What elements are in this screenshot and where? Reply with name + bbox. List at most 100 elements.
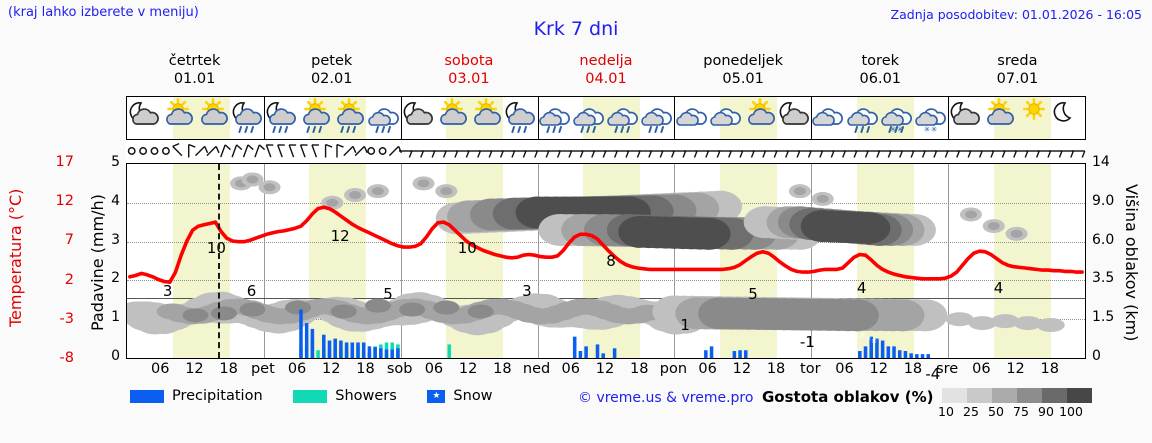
wind-barb [242, 144, 254, 158]
wind-barb [741, 150, 755, 158]
cloud-density-legend-title: Gostota oblakov (%) [762, 388, 934, 406]
day-name: sreda [997, 53, 1038, 69]
day-header: torek 06.01 [812, 52, 949, 88]
wind-barb [410, 150, 424, 158]
precipitation-tick: 2 [111, 270, 120, 287]
wind-barb [277, 144, 285, 158]
wind-barb [188, 143, 196, 158]
day-gridline [948, 164, 950, 358]
cloud-blob [182, 308, 209, 323]
hour-label: 12 [322, 361, 341, 377]
weather-icon-cell [333, 97, 367, 139]
day-name: sobota [444, 53, 494, 69]
cloud-blob [364, 298, 391, 313]
precipitation-bar [920, 354, 925, 358]
cloud-rain-icon [607, 108, 639, 133]
precipitation-tick: 5 [111, 154, 120, 170]
cloud-blob [1010, 229, 1023, 238]
wind-barb [615, 150, 630, 158]
cloud-blob [399, 302, 426, 317]
precipitation-bar [379, 348, 383, 358]
wind-barb [512, 150, 527, 158]
cloud-rain-icon [641, 108, 673, 133]
cloud-blob [816, 194, 829, 203]
hour-label: 06 [698, 361, 717, 377]
wind-barb [820, 150, 835, 158]
wind-barb [866, 150, 881, 158]
wind-barb [729, 150, 744, 158]
cloud-height-tick: 9.0 [1092, 192, 1115, 209]
precipitation-bar [396, 348, 400, 358]
precipitation-bar [886, 346, 891, 358]
wind-barb [524, 150, 539, 158]
day-header: petek 02.01 [263, 52, 400, 88]
weather-icon-cell [1018, 97, 1052, 139]
wind-barb [581, 150, 596, 158]
cloud-blob [846, 212, 891, 245]
precipitation-tick: 3 [111, 231, 120, 248]
hour-label: 06 [424, 361, 444, 377]
cloud-blob [834, 299, 879, 332]
cloud-height-tick: 0 [1092, 348, 1101, 364]
cloud-rain-icon [538, 108, 570, 133]
wind-barb [478, 150, 493, 158]
hour-label: 18 [1040, 361, 1060, 377]
snow-marker: ✳ [854, 334, 860, 342]
weather-icon-cell [231, 97, 265, 139]
wind-barb [378, 147, 387, 155]
wind-barb [684, 150, 698, 158]
hour-label: sre [936, 361, 959, 377]
day-name: torek [861, 53, 900, 69]
day-separator [400, 97, 402, 139]
temperature-line [128, 205, 1084, 284]
day-date: 01.01 [173, 71, 216, 87]
weather-icon-cell [299, 97, 333, 139]
snow-marker: ✳ [871, 337, 877, 345]
hour-label: 12 [595, 361, 615, 377]
left-axis-ticks: 17 12 7 2 -3 -8 5 4 3 2 1 0 [0, 0, 126, 443]
snow-marker: ✳ [860, 332, 866, 340]
cloud-blob [440, 187, 453, 196]
wind-barb [127, 147, 136, 155]
moon-cloud-icon [129, 102, 160, 125]
weather-icon-cell [709, 97, 744, 139]
current-time-marker [218, 164, 221, 358]
snowflake-icon: ★ [432, 391, 441, 401]
chart-legend: Precipitation Showers ★ Snow [130, 388, 519, 412]
wind-barb [288, 144, 297, 158]
precipitation-bar [339, 340, 343, 358]
wind-barb [172, 142, 183, 157]
weather-icon-cell [128, 97, 162, 139]
wind-barb [786, 150, 801, 158]
cloud-blob [349, 191, 362, 200]
sun-cloud-icon [474, 98, 502, 125]
day-name: četrtek [168, 53, 221, 69]
hour-label: 18 [766, 361, 786, 377]
cloud-density-tick: 50 [988, 404, 1004, 419]
cloud-rain-icon [573, 108, 604, 133]
wind-barb [889, 150, 903, 158]
wind-barb [912, 150, 926, 158]
cloud-height-tick: 3.5 [1092, 270, 1115, 287]
day-headers: četrtek 01.01 petek 02.01 sobota 03.01 nedelja… [126, 52, 1086, 90]
credit-link[interactable]: © vreme.us & vreme.pro [578, 390, 754, 406]
svg-text:✳: ✳ [924, 125, 931, 134]
showers-bar [447, 344, 452, 358]
cloud-blob [968, 316, 997, 331]
day-separator [263, 97, 265, 139]
day-gridline [811, 164, 813, 358]
wind-barb [231, 144, 243, 158]
wind-barb [877, 150, 892, 158]
wind-barb [398, 150, 413, 158]
wind-barb [1037, 150, 1052, 158]
cloud-height-axis-title: Višina oblakov (km) [1122, 183, 1141, 342]
day-separator [674, 97, 676, 139]
snow-marker: ✳ [865, 335, 871, 343]
weather-icon-cell [504, 97, 538, 139]
sun-cloud-icon [440, 98, 467, 125]
weather-icon-cell [778, 97, 812, 139]
precipitation-bar [897, 350, 902, 358]
hour-label: 06 [835, 361, 854, 377]
hour-label: 12 [732, 361, 752, 377]
precipitation-bar [361, 342, 366, 358]
